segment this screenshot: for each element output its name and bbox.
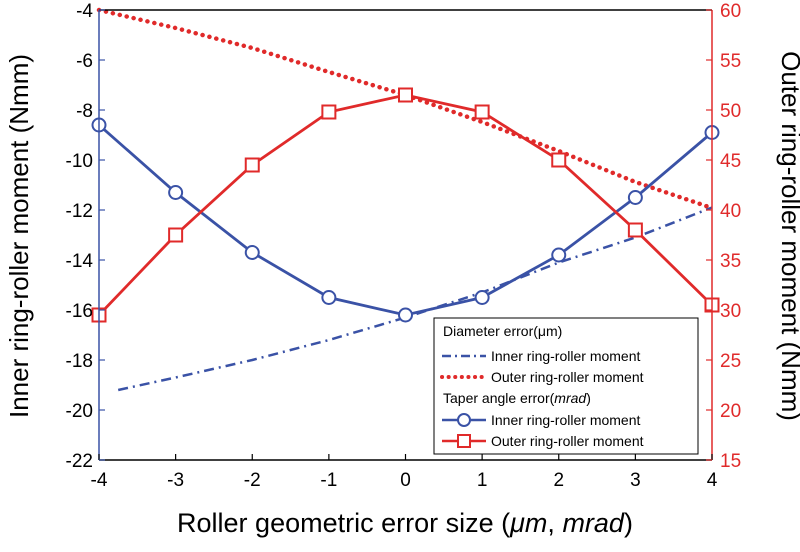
data-point-square-3-7 <box>627 222 643 238</box>
left-y-tick-label-3: -16 <box>66 301 93 322</box>
x-tick-label-0: -4 <box>91 470 108 491</box>
legend-diameter-outer-label: Outer ring-roller moment <box>491 369 644 385</box>
right-y-tick-label-1: 20 <box>720 401 741 422</box>
data-point-circle-2-6 <box>551 247 567 263</box>
legend-taper-inner-label: Inner ring-roller moment <box>491 412 640 428</box>
data-point-square-3-3 <box>321 104 337 120</box>
right-y-tick-label-3: 30 <box>720 301 741 322</box>
data-point-square-3-2 <box>244 157 260 173</box>
legend-group2-title-suffix: ) <box>586 390 591 406</box>
x-tick-label-8: 4 <box>707 470 718 491</box>
left-y-tick-label-9: -4 <box>76 1 93 22</box>
legend-group2-title-prefix: Taper angle error( <box>443 390 555 406</box>
right-y-tick-label-8: 55 <box>720 51 741 72</box>
data-point-circle-2-1 <box>168 185 184 200</box>
series-layer <box>91 7 720 392</box>
data-point-circle-2-3 <box>321 290 337 305</box>
ticks-layer: -4 -3 -2 -1 0 1 2 3 4-22-20-18-16-14-12-10-8-6-4… <box>66 1 742 491</box>
data-point-square-3-1 <box>168 227 184 243</box>
right-y-tick-label-4: 35 <box>720 251 741 272</box>
series-line-1 <box>96 7 715 211</box>
x-tick-label-5: 1 <box>477 470 488 491</box>
left-y-tick-label-2: -18 <box>66 351 93 372</box>
right-y-tick-label-6: 45 <box>720 151 741 172</box>
right-y-tick-label-0: 15 <box>720 451 741 472</box>
x-axis-label-unit1: μm <box>509 508 547 538</box>
x-tick-label-1: -3 <box>167 470 184 491</box>
x-axis-label: Roller geometric error size (μm, mrad) <box>177 508 633 538</box>
data-point-circle-2-2 <box>244 245 260 260</box>
x-axis-label-prefix: Roller geometric error size ( <box>177 508 510 538</box>
legend-group2-title-unit: mrad <box>554 390 587 406</box>
series-line-0 <box>117 206 713 392</box>
left-y-tick-label-8: -6 <box>76 51 93 72</box>
legend-diameter-inner-label: Inner ring-roller moment <box>491 348 640 364</box>
left-y-tick-label-7: -8 <box>76 101 93 122</box>
data-point-square-3-5 <box>474 104 490 120</box>
x-tick-label-4: 0 <box>400 470 411 491</box>
x-tick-label-2: -2 <box>244 470 261 491</box>
legend-taper-inner-marker <box>457 413 471 427</box>
data-point-square-3-6 <box>551 152 567 168</box>
legend-group1-title: Diameter error(μm) <box>443 323 562 339</box>
legend-taper-outer-label: Outer ring-roller moment <box>491 433 644 449</box>
x-axis-label-unit2: mrad <box>562 508 624 538</box>
legend-box <box>433 317 699 455</box>
x-axis-label-sep: , <box>547 508 562 538</box>
left-y-tick-label-0: -22 <box>66 451 93 472</box>
left-y-tick-label-6: -10 <box>66 151 93 172</box>
right-y-tick-label-5: 40 <box>720 201 741 222</box>
legend-group2-title: Taper angle error(mrad) <box>443 390 591 406</box>
data-point-square-3-4 <box>398 87 413 103</box>
left-y-axis-label: Inner ring-roller moment (Nmm) <box>4 54 34 418</box>
legend-taper-outer-marker <box>457 434 471 448</box>
left-y-tick-label-5: -12 <box>66 201 93 222</box>
right-y-axis-label: Outer ring-roller moment (Nmm) <box>776 51 800 421</box>
legend: Diameter error(μm) Inner ring-roller mom… <box>433 317 699 455</box>
x-tick-label-7: 3 <box>630 470 641 491</box>
left-y-tick-label-1: -20 <box>66 401 93 422</box>
right-y-tick-label-7: 50 <box>720 101 741 122</box>
data-point-circle-2-4 <box>398 307 413 323</box>
x-tick-label-3: -1 <box>320 470 337 491</box>
x-axis-label-suffix: ) <box>624 508 633 538</box>
x-tick-label-6: 2 <box>553 470 564 491</box>
right-y-tick-label-2: 25 <box>720 351 741 372</box>
data-point-circle-2-7 <box>627 190 643 205</box>
data-point-circle-2-5 <box>474 290 490 305</box>
right-y-tick-label-9: 60 <box>720 1 741 22</box>
left-y-tick-label-4: -14 <box>66 251 94 272</box>
